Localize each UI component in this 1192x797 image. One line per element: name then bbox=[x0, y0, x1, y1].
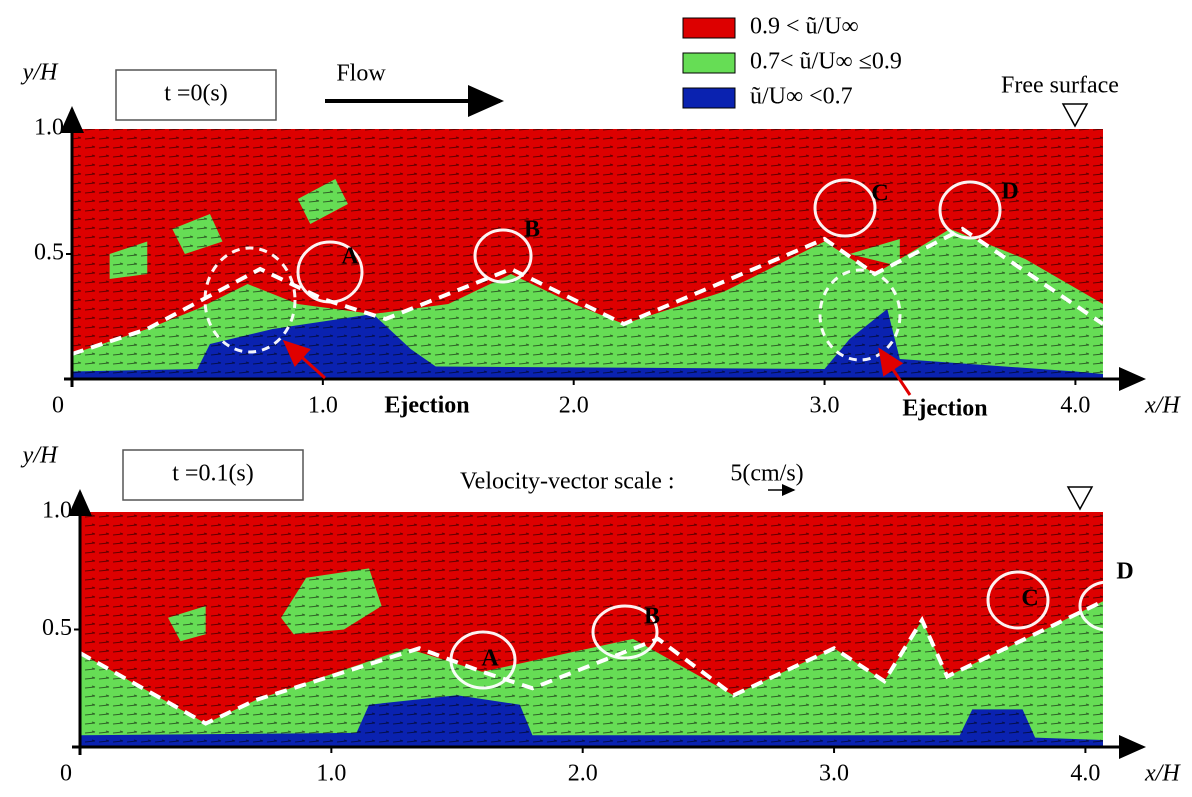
annotation: C bbox=[1021, 586, 1038, 612]
vortex-circle bbox=[1078, 580, 1138, 632]
interface-line bbox=[79, 599, 1104, 726]
ejection-arrow bbox=[282, 339, 327, 380]
time-label: t =0(s) bbox=[164, 81, 228, 107]
annotation: A bbox=[481, 646, 499, 672]
legend-swatch bbox=[682, 87, 736, 109]
annotation: Velocity-vector scale : bbox=[460, 469, 675, 495]
annotation: A bbox=[341, 244, 359, 270]
legend-label: ũ/U∞ <0.7 bbox=[750, 84, 853, 110]
x-tick-label: 4.0 bbox=[1060, 393, 1090, 419]
interface-line bbox=[71, 226, 1105, 356]
y-axis-label: y/H bbox=[21, 443, 59, 469]
time-box bbox=[122, 449, 304, 501]
annotation: B bbox=[524, 217, 540, 243]
vortex-circle bbox=[449, 630, 517, 690]
x-tick-label: 0 bbox=[60, 761, 72, 787]
time-label: t =0.1(s) bbox=[172, 461, 254, 487]
annotation: D bbox=[1116, 559, 1133, 585]
y-tick-label: 1.0 bbox=[34, 115, 64, 141]
legend-swatch bbox=[682, 52, 736, 74]
x-tick-label: 1.0 bbox=[316, 761, 346, 787]
vortex-circle bbox=[813, 178, 877, 238]
annotation: Ejection bbox=[902, 396, 987, 422]
x-tick-label: 0 bbox=[52, 393, 64, 419]
annotation: 5(cm/s) bbox=[730, 461, 803, 487]
annotation: D bbox=[1001, 179, 1018, 205]
annotation: Free surface bbox=[1001, 73, 1119, 99]
x-tick-label: 4.0 bbox=[1070, 761, 1100, 787]
legend-swatch bbox=[682, 17, 736, 39]
legend-label: 0.7< ũ/U∞ ≤0.9 bbox=[750, 49, 902, 75]
annotation: Flow bbox=[336, 61, 386, 87]
annotation: B bbox=[644, 604, 660, 630]
free-surface-marker bbox=[1066, 486, 1094, 511]
vortex-circle bbox=[473, 228, 533, 284]
x-axis-label: x/H bbox=[1144, 393, 1181, 419]
x-tick-label: 1.0 bbox=[308, 393, 338, 419]
velocity-vectors bbox=[72, 129, 1103, 379]
y-axis-label: y/H bbox=[21, 60, 59, 86]
vortex-circle bbox=[938, 180, 1002, 240]
vortex-circle bbox=[986, 570, 1050, 630]
vortex-circle bbox=[818, 268, 902, 362]
free-surface-marker bbox=[1061, 103, 1089, 128]
time-box bbox=[115, 69, 277, 121]
x-axis-label: x/H bbox=[1144, 761, 1181, 787]
y-tick-label: 1.0 bbox=[42, 498, 72, 524]
y-tick-label: 0.5 bbox=[42, 615, 72, 641]
vortex-circle bbox=[203, 246, 297, 354]
y-tick-label: 0.5 bbox=[34, 240, 64, 266]
ejection-arrow bbox=[878, 347, 912, 396]
x-tick-label: 2.0 bbox=[568, 761, 598, 787]
vortex-circle bbox=[296, 240, 364, 304]
legend-label: 0.9 < ũ/U∞ bbox=[750, 14, 859, 40]
annotation: Ejection bbox=[384, 393, 469, 419]
x-tick-label: 3.0 bbox=[819, 761, 849, 787]
x-tick-label: 2.0 bbox=[559, 393, 589, 419]
velocity-vectors bbox=[80, 512, 1103, 747]
vortex-circle bbox=[591, 604, 659, 660]
x-tick-label: 3.0 bbox=[810, 393, 840, 419]
annotation: C bbox=[871, 181, 888, 207]
